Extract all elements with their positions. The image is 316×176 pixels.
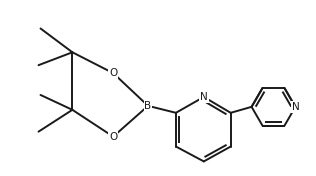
- Text: O: O: [109, 132, 117, 142]
- Text: O: O: [109, 68, 117, 78]
- Text: N: N: [292, 102, 299, 112]
- Text: B: B: [144, 101, 152, 111]
- Text: N: N: [200, 92, 208, 102]
